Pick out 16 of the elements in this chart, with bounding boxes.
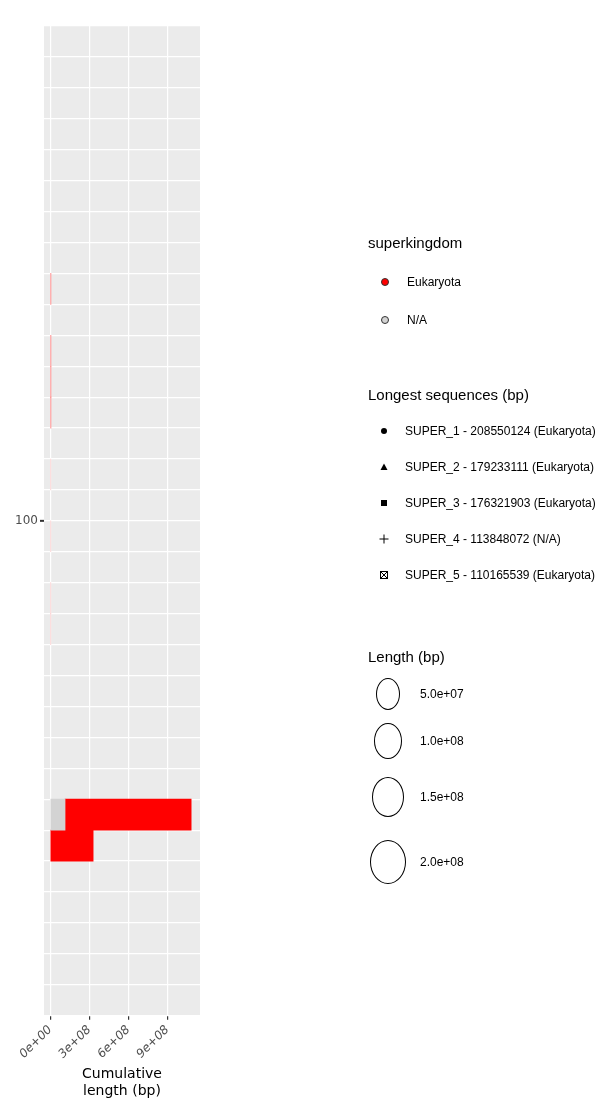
x-axis-title: Cumulative length (bp) xyxy=(82,1065,162,1099)
text: SUPER_5 - 110165539 (Eukaryota) xyxy=(405,568,595,582)
text: 5.0e+07 xyxy=(420,687,464,701)
text: Length (bp) xyxy=(368,648,446,665)
text: SUPER_4 - 113848072 (N/A) xyxy=(405,532,561,546)
text: 2.0e+08 xyxy=(420,855,464,869)
text: SUPER_1 - 208550124 (Eukaryota) xyxy=(405,424,596,438)
text: SUPER_2 - 179233111 (Eukaryota) xyxy=(405,460,594,474)
legend-label: Eukaryota xyxy=(407,275,462,289)
text: 1.5e+08 xyxy=(420,790,464,804)
text: Longest sequences (bp) xyxy=(368,386,530,403)
text: 1.0e+08 xyxy=(420,734,464,748)
text: 100 xyxy=(15,512,38,527)
legend-label: N/A xyxy=(407,313,428,327)
legend-title: superkingdom xyxy=(368,234,463,251)
text: SUPER_3 - 176321903 (Eukaryota) xyxy=(405,496,596,510)
